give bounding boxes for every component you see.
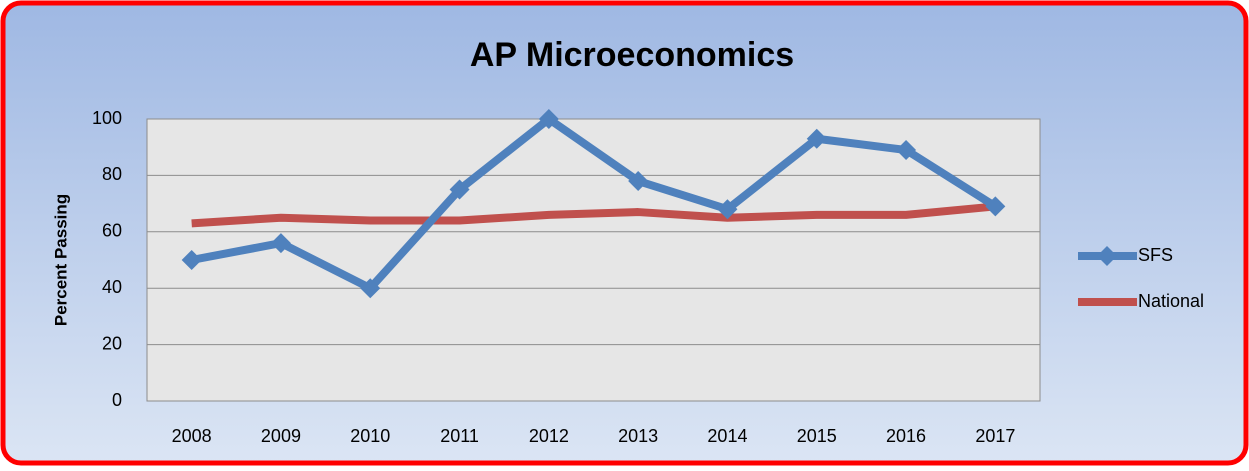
legend-label: National [1138, 291, 1204, 311]
data-point [360, 278, 381, 299]
x-tick-label: 2008 [172, 426, 212, 446]
plot-area [146, 118, 1041, 402]
x-tick-label: 2011 [440, 426, 479, 446]
series-line [190, 115, 998, 293]
y-tick-label: 60 [102, 221, 122, 241]
data-point [181, 250, 202, 270]
data-point [449, 179, 470, 200]
x-tick-label: 2012 [529, 426, 569, 446]
data-point [270, 233, 291, 254]
x-tick-label: 2013 [618, 426, 658, 446]
y-tick-label: 20 [102, 333, 122, 353]
data-point [717, 199, 738, 220]
x-tick-label: 2017 [975, 426, 1015, 446]
y-axis-label: Percent Passing [51, 194, 70, 326]
series-line [191, 202, 996, 228]
y-tick-label: 80 [102, 164, 122, 184]
x-tick-label: 2016 [886, 426, 926, 446]
x-tick-label: 2014 [707, 426, 747, 446]
data-point [628, 171, 649, 192]
x-tick-label: 2010 [350, 426, 390, 446]
x-tick-label: 2015 [797, 426, 837, 446]
legend-marker [1097, 246, 1117, 266]
data-point [896, 140, 917, 161]
legend-label: SFS [1138, 245, 1173, 265]
y-tick-label: 0 [112, 390, 122, 410]
data-point [985, 196, 1006, 217]
y-tick-label: 100 [92, 108, 122, 128]
chart-title: AP Microeconomics [470, 36, 794, 74]
y-tick-label: 40 [102, 277, 122, 297]
data-point [538, 109, 559, 129]
x-tick-label: 2009 [261, 426, 301, 446]
data-point [806, 128, 827, 149]
